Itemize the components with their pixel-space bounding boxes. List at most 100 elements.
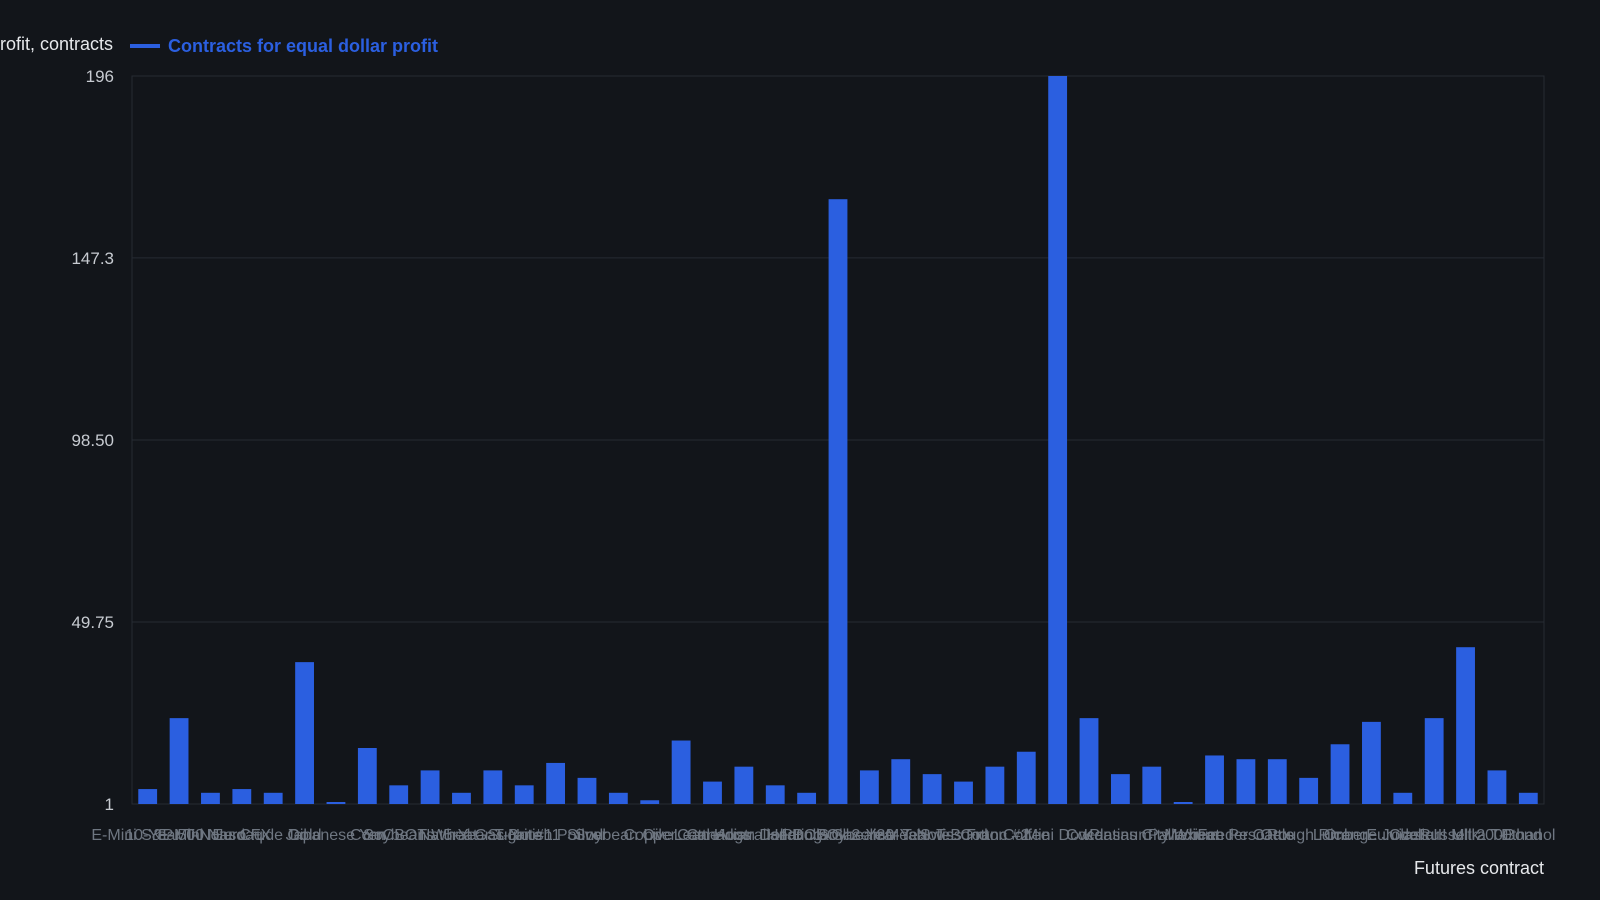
x-tick-label: E-Mini Nasdaq [158, 827, 263, 844]
bar [263, 792, 283, 804]
bar [954, 781, 973, 804]
x-tick-label: Soybean Oil [575, 827, 662, 844]
bar [828, 199, 848, 804]
y-tick-label: 49.75 [71, 613, 114, 632]
x-tick-label: RBOB Gasoline [782, 827, 895, 844]
bar [608, 792, 628, 804]
x-tick-label: Silver [567, 827, 608, 844]
bar [169, 718, 189, 804]
bar [483, 770, 503, 804]
x-tick-label: Crude Oil [239, 827, 307, 844]
x-tick-label: British Pound [508, 827, 603, 844]
x-tick-label: Copper [623, 827, 676, 844]
bar [514, 785, 534, 804]
bar [546, 762, 566, 804]
bar [1330, 744, 1350, 804]
x-tick-label: Eurodollar [1366, 827, 1440, 844]
x-tick-label: Lumber [1313, 827, 1368, 844]
x-tick-label: Canadian Dollar [686, 827, 801, 844]
bar [1016, 751, 1036, 804]
y-axis-ticks: 1 49.75 98.50 147.3 196 [71, 67, 114, 814]
bar [357, 748, 377, 804]
x-tick-label: Soybeans [363, 827, 434, 844]
x-tick-label: Mexican Peso [1164, 827, 1265, 844]
x-tick-label: E-Mini S&P 500 [91, 827, 204, 844]
x-tick-label: Natural Gas [419, 827, 504, 844]
x-tick-label: Russell 2000 [1419, 827, 1512, 844]
bar [1456, 647, 1475, 804]
bar [326, 802, 346, 804]
bar [1110, 774, 1130, 804]
x-axis-title: Futures contract [1414, 858, 1544, 878]
bar [1048, 76, 1068, 804]
bar [138, 789, 158, 804]
bar [577, 777, 597, 804]
x-tick-label: Coffee [1003, 827, 1050, 844]
x-tick-label: Swiss Franc [920, 827, 1007, 844]
x-tick-label: Corn [350, 827, 385, 844]
x-tick-label: Mini Dow [1025, 827, 1091, 844]
x-tick-label: Rough Rice [1267, 827, 1351, 844]
x-tick-label: 5-Year T-Note [443, 827, 542, 844]
bar [389, 785, 409, 804]
bar [232, 789, 252, 804]
x-tick-label: Gold [288, 827, 322, 844]
bar [420, 770, 440, 804]
x-tick-label: 10-Year T-Note [125, 827, 233, 844]
bar [452, 792, 471, 804]
x-tick-label: 30-Year T-Bond [877, 827, 988, 844]
x-tick-label: CBOT Wheat [383, 827, 478, 844]
x-tick-label: Euro FX [212, 827, 271, 844]
bar [1487, 770, 1507, 804]
bar [1142, 766, 1162, 804]
bar [1393, 792, 1413, 804]
bar [797, 792, 817, 804]
x-tick-label: Oats [1260, 827, 1294, 844]
bar [891, 759, 911, 804]
bar [765, 785, 785, 804]
x-tick-label: Cotton #2 [960, 827, 1029, 844]
x-tick-label: Australian Dollar [717, 827, 835, 844]
bar [1205, 755, 1224, 804]
legend-label: Contracts for equal dollar profit [168, 36, 438, 56]
bar [985, 766, 1005, 804]
x-tick-label: 2-Year T-Note [851, 827, 950, 844]
bar [640, 800, 660, 804]
bar [1424, 718, 1444, 804]
legend: Contracts for equal dollar profit [130, 36, 438, 56]
bar [859, 770, 879, 804]
bar [671, 740, 691, 804]
y-tick-label: 196 [86, 67, 114, 86]
x-tick-label: Ethanol [1501, 827, 1555, 844]
x-tick-label: Heating Oil [767, 827, 846, 844]
y-axis-title: Dollar profit, contracts [0, 34, 113, 54]
x-tick-label: Japanese Yen [286, 827, 387, 844]
x-tick-label: Ultra T-Bond [1452, 827, 1542, 844]
bar [201, 792, 220, 804]
x-tick-label: Orange Juice [1324, 827, 1419, 844]
bar [922, 774, 942, 804]
x-tick-label: Sugar #11 [488, 827, 561, 844]
bar [1079, 718, 1099, 804]
x-tick-label: Lean Hogs [674, 827, 751, 844]
x-tick-label: Soybean Meal [818, 827, 920, 844]
bar [1267, 759, 1287, 804]
x-tick-label: Platinum [1089, 827, 1151, 844]
x-tick-label: Palladium [1148, 827, 1218, 844]
y-tick-label: 1 [105, 795, 114, 814]
x-tick-label: Feeder Cattle [1197, 827, 1294, 844]
x-tick-label: Class III Milk [1389, 827, 1481, 844]
bar [734, 766, 754, 804]
x-tick-label: Live Cattle [643, 827, 719, 844]
bar [1173, 802, 1193, 804]
bar [1518, 792, 1538, 804]
y-tick-label: 147.3 [71, 249, 114, 268]
bar [295, 662, 314, 804]
bar [1236, 759, 1256, 804]
x-tick-label: Cocoa [1066, 827, 1112, 844]
bar [703, 781, 722, 804]
bar [1362, 721, 1381, 804]
y-tick-label: 98.50 [71, 431, 114, 450]
